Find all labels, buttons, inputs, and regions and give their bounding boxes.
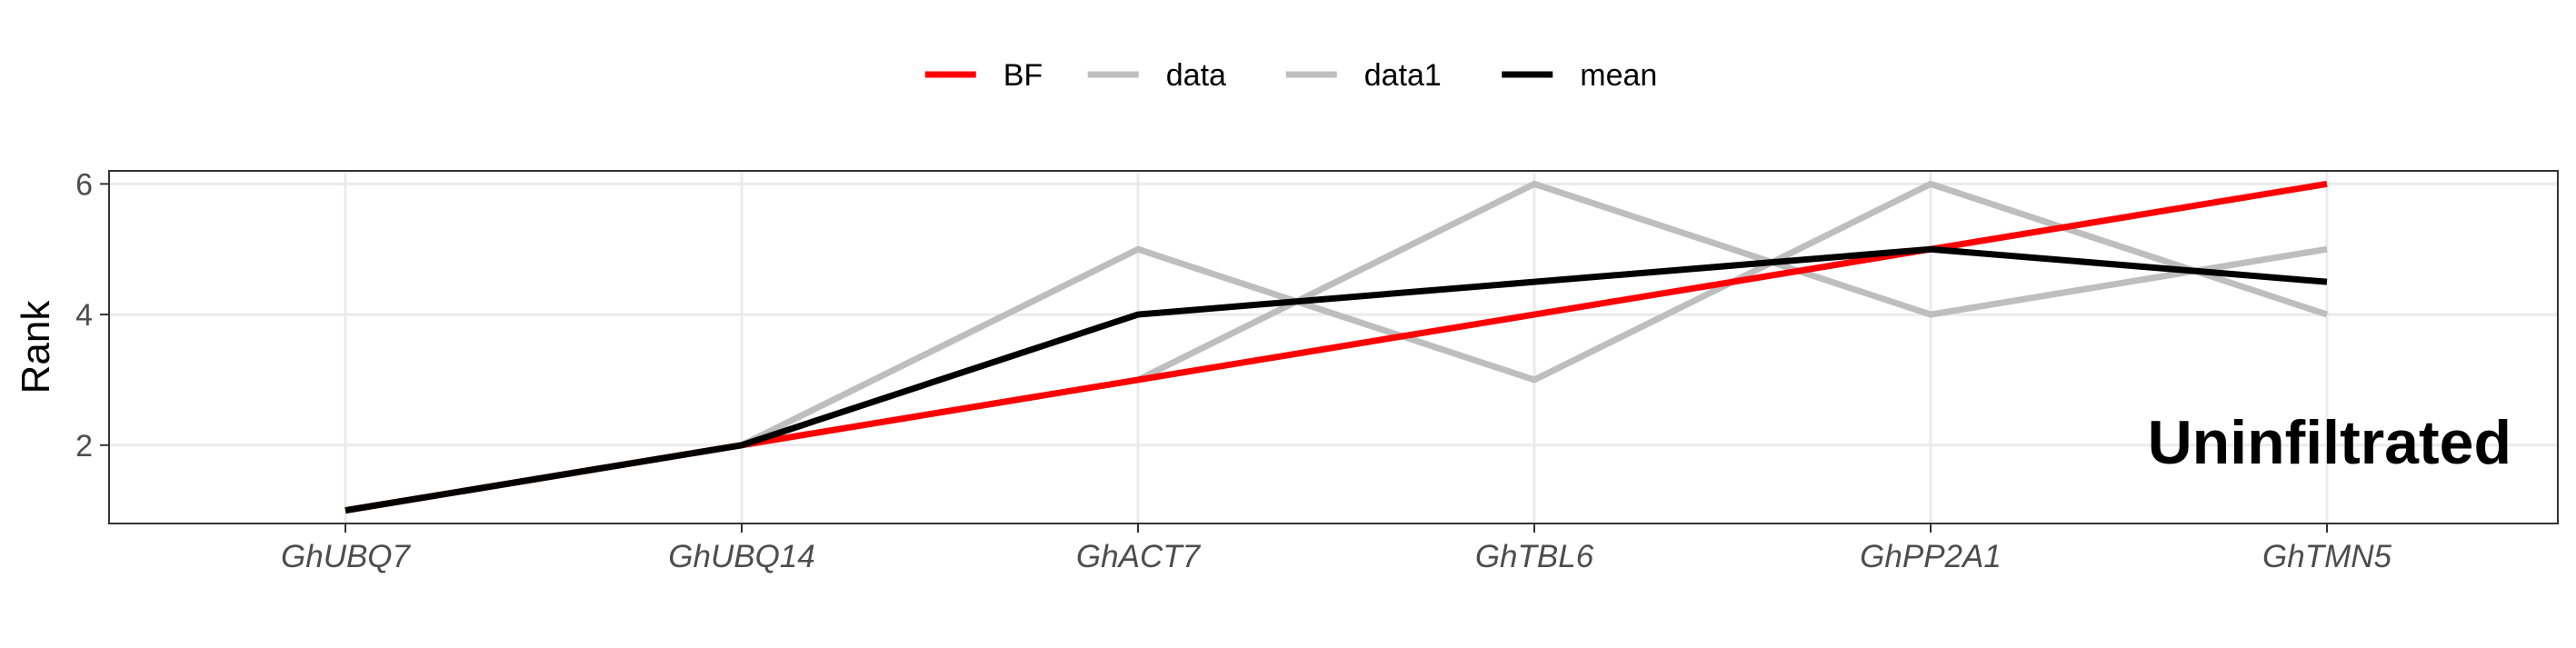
y-axis: 2 4 6 bbox=[75, 167, 109, 464]
x-tick-label-ghact7: GhACT7 bbox=[1076, 539, 1202, 574]
legend-item-data1: data1 bbox=[1285, 58, 1442, 93]
legend-item-mean: mean bbox=[1502, 58, 1657, 93]
x-tick-label-ghtbl6: GhTBL6 bbox=[1475, 539, 1594, 574]
legend-item-bf: BF bbox=[924, 58, 1043, 93]
panel-annotation: Uninfiltrated bbox=[2148, 408, 2511, 477]
x-tick-label-ghubq7: GhUBQ7 bbox=[281, 539, 412, 574]
legend: BF data data1 mean bbox=[924, 58, 1657, 93]
legend-label-data1: data1 bbox=[1364, 58, 1442, 93]
y-axis-label: Rank bbox=[14, 300, 58, 394]
x-tick-label-ghubq14: GhUBQ14 bbox=[668, 539, 814, 574]
y-tick-label-4: 4 bbox=[75, 298, 93, 333]
series-layer bbox=[344, 180, 2329, 514]
x-tick-label-ghpp2a1: GhPP2A1 bbox=[1860, 539, 2002, 574]
plot-panel-border bbox=[108, 170, 2559, 524]
x-tick-label-ghtmn5: GhTMN5 bbox=[2262, 539, 2392, 574]
y-tick-label-2: 2 bbox=[75, 429, 93, 464]
legend-label-data: data bbox=[1166, 58, 1226, 93]
legend-label-bf: BF bbox=[1003, 58, 1043, 93]
series-line-mean bbox=[344, 245, 2328, 514]
legend-label-mean: mean bbox=[1580, 58, 1657, 93]
y-tick-label-6: 6 bbox=[75, 167, 93, 202]
x-axis: GhUBQ7 GhUBQ14 GhACT7 GhTBL6 GhPP2A1 GhTMN5 bbox=[281, 523, 2392, 574]
legend-item-data: data bbox=[1087, 58, 1226, 93]
